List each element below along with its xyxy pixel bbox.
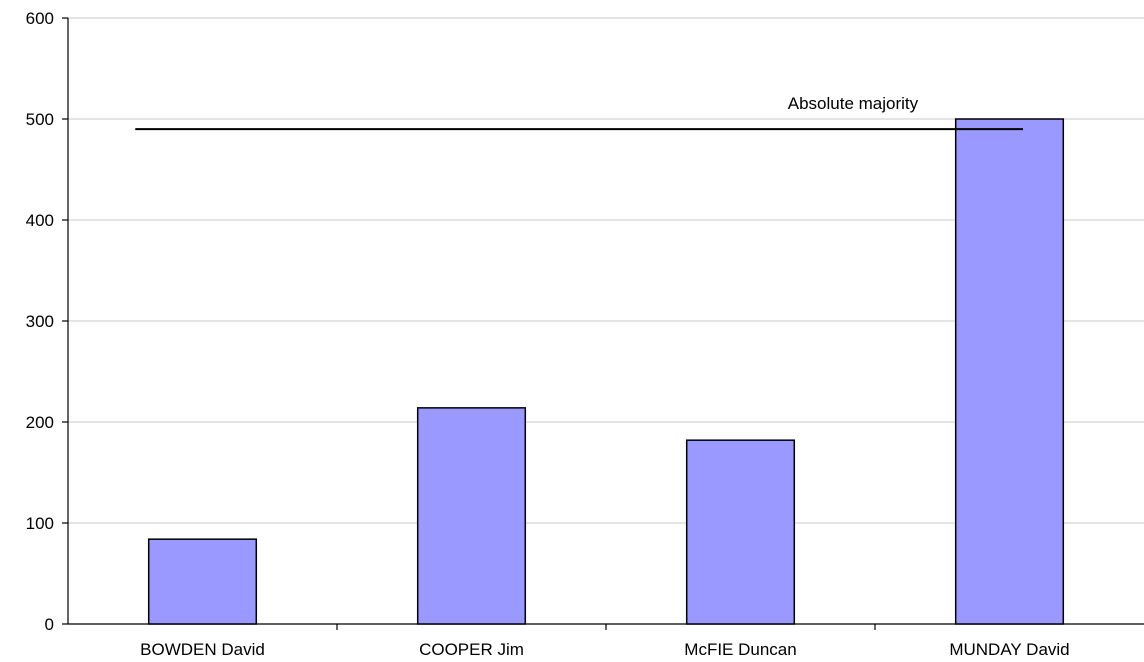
x-tick-label-cooper-jim: COOPER Jim (419, 640, 524, 659)
bars (147, 118, 1065, 625)
reference-line-group: Absolute majority (135, 94, 1023, 131)
y-tick-label-0: 0 (45, 615, 54, 634)
y-tick-label-400: 400 (26, 211, 54, 230)
bar-bowden-david (147, 538, 258, 625)
x-tick-label-munday-david: MUNDAY David (949, 640, 1069, 659)
y-tick-label-500: 500 (26, 110, 54, 129)
y-tick-label-200: 200 (26, 413, 54, 432)
x-tick-label-mcfie-duncan: McFIE Duncan (684, 640, 796, 659)
bar-munday-david (954, 118, 1065, 625)
y-tick-label-600: 600 (26, 9, 54, 28)
bar-cooper-jim (416, 407, 527, 625)
bar-mcfie-duncan (685, 439, 796, 625)
absolute-majority-label: Absolute majority (788, 94, 919, 113)
y-tick-label-100: 100 (26, 514, 54, 533)
y-tick-label-300: 300 (26, 312, 54, 331)
x-tick-label-bowden-david: BOWDEN David (140, 640, 265, 659)
tick-labels: 0 100 200 300 400 500 600 BOWDEN David COOPER Ji… (26, 9, 1070, 659)
